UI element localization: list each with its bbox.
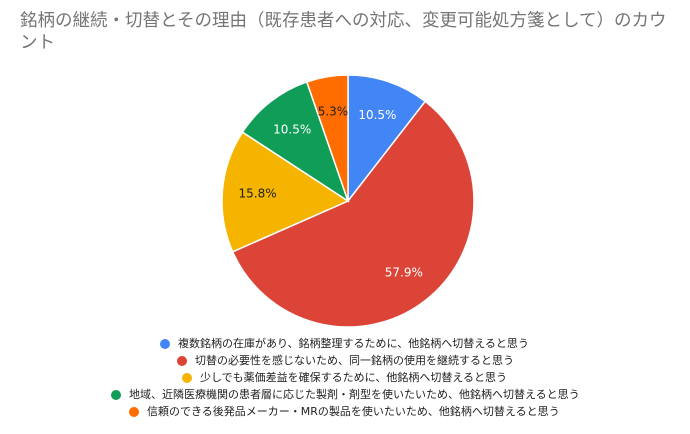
slice-label-2: 15.8% <box>239 187 277 201</box>
pie-slice-1 <box>231 100 475 328</box>
legend-item-4: 信頼のできる後発品メーカー・MRの製品を使いたいため、他銘柄へ切替えると思う <box>129 404 560 420</box>
legend-item-1: 切替の必要性を感じないため、同一銘柄の使用を継続すると思う <box>177 353 514 369</box>
legend-item-2: 少しでも薬価差益を確保するために、他銘柄へ切替えると思う <box>182 370 507 386</box>
pie-slice-0 <box>347 74 427 204</box>
chart-title: 銘柄の継続・切替とその理由（既存患者への対応、変更可能処方箋として）のカウント <box>20 11 667 53</box>
pie-slice-3 <box>241 80 350 203</box>
slice-label-1: 57.9% <box>385 266 423 280</box>
legend-dot-2 <box>182 373 192 383</box>
legend-label-0: 複数銘柄の在庫があり、銘柄整理するために、他銘柄へ切替えると思う <box>178 337 529 350</box>
legend-label-2: 少しでも薬価差益を確保するために、他銘柄へ切替えると思う <box>200 371 508 384</box>
legend-label-3: 地域、近隣医療機関の患者層に応じた製剤・剤型を使いたいため、他銘柄へ切替えると思… <box>129 388 580 401</box>
legend-item-0: 複数銘柄の在庫があり、銘柄整理するために、他銘柄へ切替えると思う <box>160 336 529 352</box>
pie-slice-2 <box>221 131 350 253</box>
legend-dot-0 <box>160 339 170 349</box>
legend-dot-3 <box>111 390 121 400</box>
slice-label-0: 10.5% <box>358 108 396 122</box>
legend-item-3: 地域、近隣医療機関の患者層に応じた製剤・剤型を使いたいため、他銘柄へ切替えると思… <box>111 387 580 403</box>
pie-slice-4 <box>305 74 349 202</box>
legend-dot-1 <box>177 356 187 366</box>
slice-label-3: 10.5% <box>273 122 311 136</box>
legend-dot-4 <box>129 407 139 417</box>
legend-label-4: 信頼のできる後発品メーカー・MRの製品を使いたいため、他銘柄へ切替えると思う <box>147 405 560 418</box>
slice-label-4: 5.3% <box>318 105 349 119</box>
legend-label-1: 切替の必要性を感じないため、同一銘柄の使用を継続すると思う <box>195 354 514 367</box>
